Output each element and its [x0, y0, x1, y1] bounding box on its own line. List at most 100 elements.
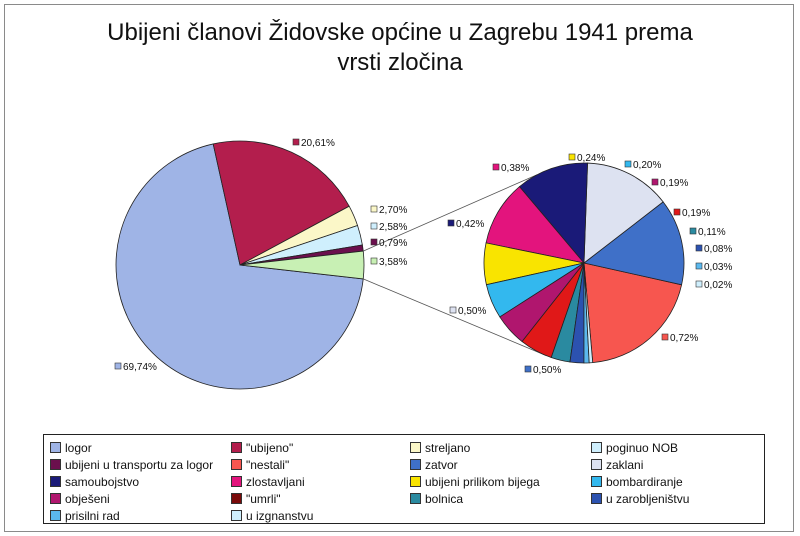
- legend-swatch: [591, 493, 602, 504]
- secondary-pie: [483, 162, 685, 364]
- main-label-logor: 69,74%: [123, 362, 157, 373]
- legend-item-logor: logor: [50, 439, 231, 456]
- secondary-label-obje-eni: 0,19%: [660, 178, 688, 189]
- legend-item-samoubojstvo: samoubojstvo: [50, 473, 231, 490]
- secondary-slice-zlostavljani: [485, 186, 586, 264]
- legend: logor "ubijeno" streljano poginuo NOB ubijen…: [43, 434, 765, 524]
- secondary-label-u-zarobljeni-tvu: 0,08%: [704, 244, 732, 255]
- connector-line-bottom: [363, 278, 547, 357]
- secondary-label-prisilni-rad: 0,03%: [704, 262, 732, 273]
- secondary-label-samoubojstvo: 0,42%: [456, 219, 484, 230]
- secondary-label-bombardiranje-marker: [624, 160, 632, 168]
- legend-item-streljano: streljano: [410, 439, 591, 456]
- secondary-label-ubijeni-prilikom-bijega: 0,24%: [577, 153, 605, 164]
- main-label-poginuo-nob: 2,58%: [379, 222, 407, 233]
- legend-swatch: [231, 510, 242, 521]
- legend-swatch: [50, 476, 61, 487]
- legend-label: zatvor: [425, 457, 458, 472]
- connector-line-top: [363, 174, 538, 252]
- legend-label: zlostavljani: [246, 474, 305, 489]
- secondary-label-u-zarobljeni-tvu-marker: [695, 244, 703, 252]
- secondary-slice-nestali: [583, 262, 683, 364]
- legend-label: streljano: [425, 440, 471, 455]
- legend-label: logor: [65, 440, 92, 455]
- secondary-label-umrli: 0,19%: [682, 208, 710, 219]
- legend-item-umrli: "umrli": [231, 490, 410, 507]
- legend-swatch: [591, 476, 602, 487]
- secondary-label-zlostavljani-marker: [492, 163, 500, 171]
- secondary-label-nestali: 0,72%: [670, 333, 698, 344]
- legend-item-zaklani: zaklani: [591, 456, 766, 473]
- secondary-label-bolnica: 0,11%: [698, 227, 726, 238]
- main-pie: [115, 140, 365, 390]
- main-label-poginuo-nob-marker: [370, 222, 378, 230]
- secondary-label-umrli-marker: [673, 208, 681, 216]
- legend-label: zaklani: [606, 457, 644, 472]
- secondary-slice-samoubojstvo: [518, 162, 588, 265]
- secondary-label-zatvor: 0,50%: [533, 365, 561, 376]
- legend-item-ubijeno: "ubijeno": [231, 439, 410, 456]
- legend-swatch: [50, 510, 61, 521]
- legend-swatch: [410, 442, 421, 453]
- legend-label: u izgnanstvu: [246, 508, 314, 523]
- secondary-label-bombardiranje: 0,20%: [633, 160, 661, 171]
- legend-label: ubijeni prilikom bijega: [425, 474, 540, 489]
- chart-title-line-1: Ubijeni članovi Židovske općine u Zagreb…: [107, 19, 693, 46]
- main-label-logor-marker: [114, 362, 122, 370]
- main-label-streljano-marker: [370, 205, 378, 213]
- legend-label: u zarobljeništvu: [606, 491, 690, 506]
- legend-swatch: [50, 493, 61, 504]
- legend-item-poginuo-nob: poginuo NOB: [591, 439, 766, 456]
- legend-item-obje-eni: obješeni: [50, 490, 231, 507]
- legend-label: "umrli": [246, 491, 281, 506]
- pie-of-pie-chart: 69,74% 20,61% 2,70% 2,58% 0,79% 3,58% 0,72% 0,5…: [114, 138, 732, 390]
- legend-swatch: [231, 459, 242, 470]
- legend-label: ubijeni u transportu za logor: [65, 457, 214, 472]
- legend-item-prisilni-rad: prisilni rad: [50, 507, 231, 524]
- legend-item-zatvor: zatvor: [410, 456, 591, 473]
- main-label-ubijeno: 20,61%: [301, 138, 335, 149]
- legend-label: bombardiranje: [606, 474, 683, 489]
- legend-item-bolnica: bolnica: [410, 490, 591, 507]
- main-slice-logor: [115, 143, 364, 390]
- secondary-label-ubijeni-prilikom-bijega-marker: [568, 153, 576, 161]
- legend-swatch: [410, 493, 421, 504]
- secondary-slice-zaklani: [583, 162, 664, 264]
- main-label-streljano: 2,70%: [379, 205, 407, 216]
- legend-swatch: [591, 442, 602, 453]
- data-labels: 69,74% 20,61% 2,70% 2,58% 0,79% 3,58% 0,72% 0,5…: [114, 138, 732, 376]
- legend-item-nestali: "nestali": [231, 456, 410, 473]
- secondary-label-zaklani: 0,50%: [458, 306, 486, 317]
- legend-swatch: [231, 493, 242, 504]
- legend-label: "ubijeno": [246, 440, 294, 455]
- legend-swatch: [50, 442, 61, 453]
- legend-label: obješeni: [65, 491, 110, 506]
- legend-swatch: [231, 476, 242, 487]
- legend-label: poginuo NOB: [606, 440, 679, 455]
- secondary-label-zatvor-marker: [524, 365, 532, 373]
- legend-item-ubijeni-u-transportu-za-logor: ubijeni u transportu za logor: [50, 456, 231, 473]
- legend-item-u-zarobljeni-tvu: u zarobljeništvu: [591, 490, 766, 507]
- secondary-label-bolnica-marker: [689, 227, 697, 235]
- legend-label: prisilni rad: [65, 508, 120, 523]
- secondary-label-zaklani-marker: [449, 306, 457, 314]
- secondary-label-prisilni-rad-marker: [695, 262, 703, 270]
- secondary-label-u-izgnanstvu-marker: [695, 280, 703, 288]
- main-label-ostalo-marker: [370, 257, 378, 265]
- legend-item-ubijeni-prilikom-bijega: ubijeni prilikom bijega: [410, 473, 591, 490]
- secondary-label-zlostavljani: 0,38%: [501, 163, 529, 174]
- main-slice-ubijeno: [212, 140, 350, 266]
- chart-title: Ubijeni članovi Židovske općine u Zagreb…: [0, 18, 800, 78]
- main-label-ubijeni-u-transportu-za-logor: 0,79%: [379, 238, 407, 249]
- legend-swatch: [410, 476, 421, 487]
- chart-frame: [4, 4, 794, 532]
- legend-item-u-izgnanstvu: u izgnanstvu: [231, 507, 410, 524]
- secondary-label-nestali-marker: [661, 333, 669, 341]
- secondary-label-obje-eni-marker: [651, 178, 659, 186]
- legend-swatch: [591, 459, 602, 470]
- legend-label: "nestali": [246, 457, 290, 472]
- main-label-ubijeno-marker: [292, 138, 300, 146]
- legend-swatch: [231, 442, 242, 453]
- secondary-label-u-izgnanstvu: 0,02%: [704, 280, 732, 291]
- main-label-ubijeni-u-transportu-za-logor-marker: [370, 238, 378, 246]
